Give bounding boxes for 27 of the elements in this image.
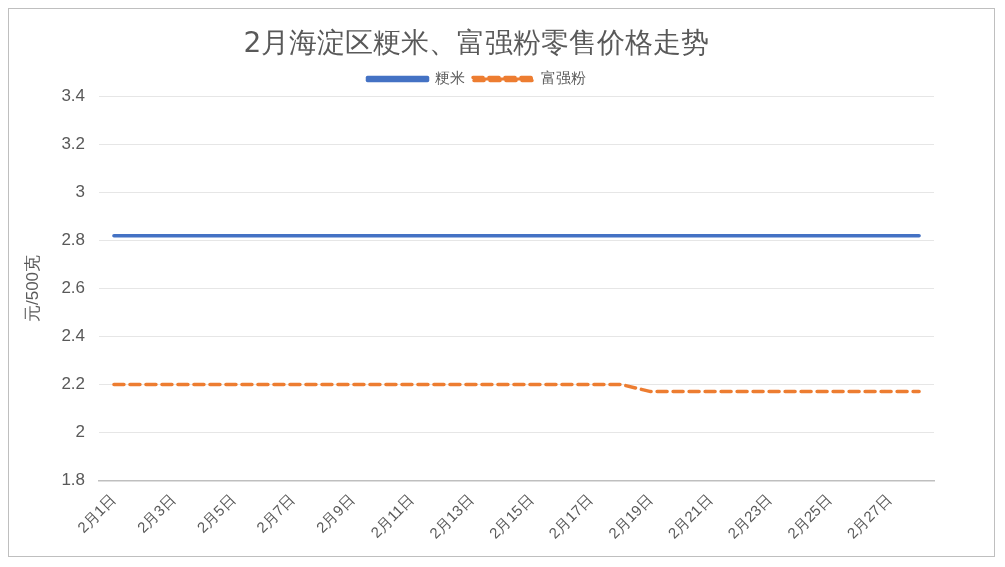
y-axis-title: 元/500克 — [22, 254, 42, 323]
x-tick-label: 2月11日 — [367, 490, 418, 541]
y-tick-label: 2 — [75, 422, 86, 442]
x-tick-label: 2月23日 — [724, 490, 776, 542]
x-tick-label: 2月25日 — [783, 490, 835, 542]
x-tick-label: 2月1日 — [73, 490, 119, 536]
x-tick-label: 2月9日 — [312, 490, 358, 536]
y-tick-label: 2.6 — [61, 278, 86, 298]
chart-title: 2月海淀区粳米、富强粉零售价格走势 — [243, 26, 710, 60]
x-tick-label: 2月19日 — [604, 490, 656, 542]
x-tick-label: 2月13日 — [425, 490, 477, 542]
x-tick-label: 2月17日 — [545, 490, 597, 542]
x-tick-label: 2月27日 — [843, 490, 895, 542]
y-tick-label: 3.2 — [61, 134, 86, 154]
y-tick-label: 1.8 — [61, 470, 86, 490]
x-tick-label: 2月7日 — [252, 490, 298, 536]
y-tick-label: 3.4 — [61, 86, 86, 106]
x-tick-label: 2月21日 — [664, 490, 716, 542]
y-tick-label: 3 — [75, 182, 86, 202]
x-tick-label: 2月5日 — [193, 490, 239, 536]
y-tick-label: 2.2 — [61, 374, 86, 394]
y-tick-label: 2.8 — [61, 230, 86, 250]
x-tick-label: 2月3日 — [133, 490, 179, 536]
legend-label: 粳米 — [435, 69, 465, 87]
y-tick-label: 2.4 — [61, 326, 86, 346]
legend-label: 富强粉 — [540, 69, 586, 87]
x-tick-label: 2月15日 — [485, 490, 537, 542]
